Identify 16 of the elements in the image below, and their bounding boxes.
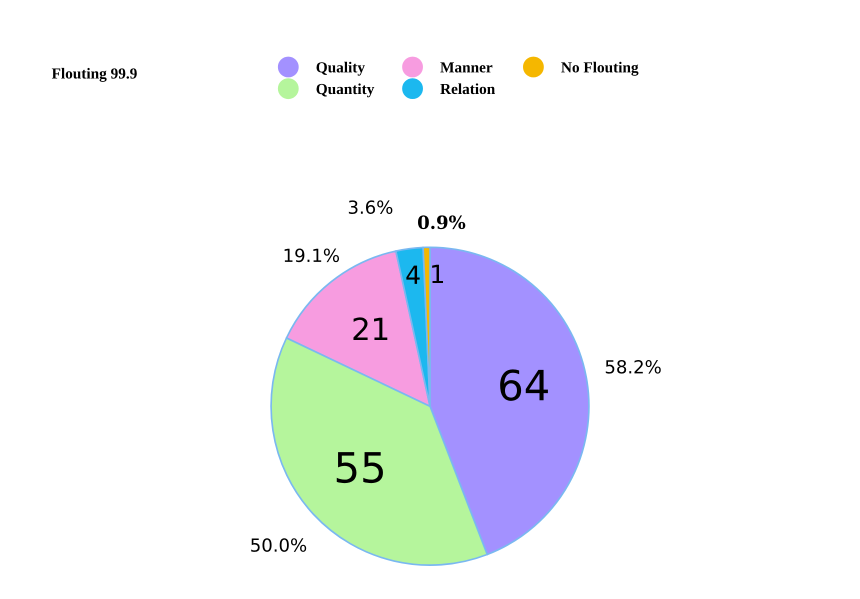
legend-label: Quality — [316, 62, 365, 76]
text: 0.9% — [418, 215, 466, 230]
text: 58.2% — [606, 360, 661, 374]
text: 3.6% — [348, 200, 392, 214]
data-label: 1 — [432, 264, 444, 284]
data-label: 55 — [336, 452, 383, 484]
data-label: 64 — [500, 369, 548, 401]
legend-label: Quantity — [316, 83, 374, 98]
legend-label: Manner — [440, 62, 492, 73]
text: 19.1% — [284, 248, 340, 262]
text: Flouting 99.9 — [52, 68, 137, 82]
data-label: 4 — [406, 266, 420, 284]
data-label: 21 — [353, 317, 388, 340]
legend-label: No Flouting — [561, 62, 638, 76]
text: 50.0% — [251, 538, 306, 552]
legend-label: Relation — [440, 83, 495, 94]
